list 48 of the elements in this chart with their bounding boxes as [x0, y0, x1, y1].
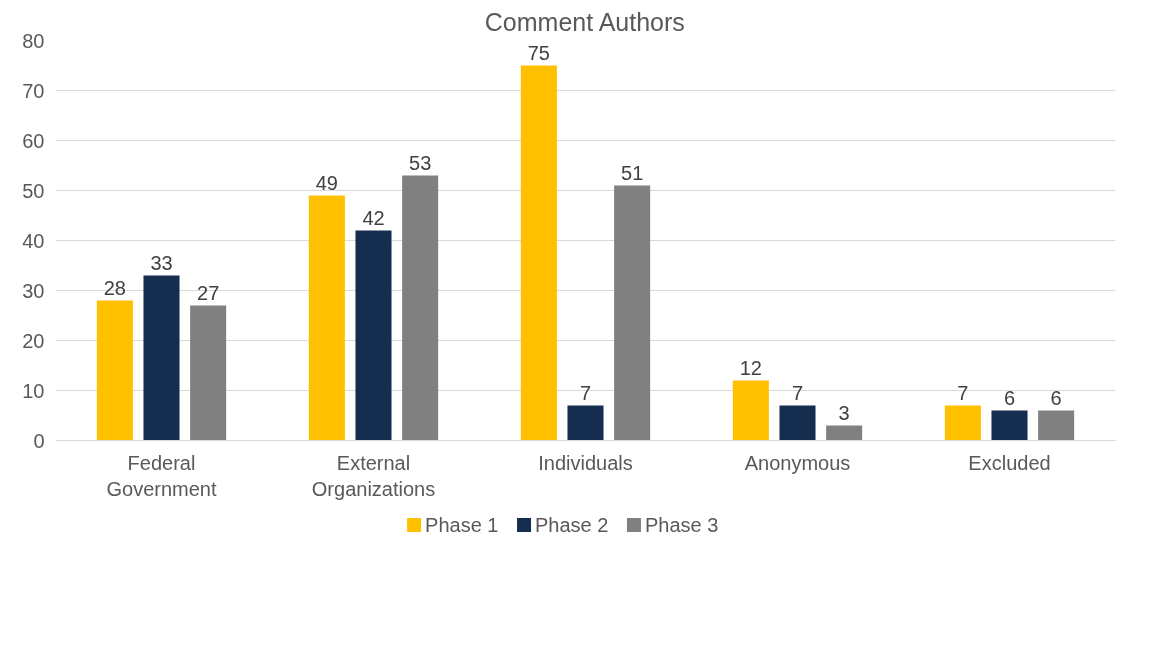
- data-label: 7: [579, 381, 592, 404]
- data-label: 28: [103, 276, 126, 299]
- y-tick-label: 70: [22, 79, 45, 102]
- bar: [190, 305, 227, 441]
- bar: [944, 405, 981, 441]
- data-label: 75: [527, 41, 550, 64]
- data-label: 51: [621, 161, 644, 184]
- legend-label: Phase 1: [425, 514, 499, 536]
- y-tick-label: 40: [22, 229, 45, 252]
- bar: [520, 65, 557, 441]
- bar: [402, 175, 439, 441]
- data-label: 27: [197, 281, 220, 304]
- data-label: 33: [150, 251, 173, 274]
- data-label: 53: [409, 151, 432, 174]
- x-tick-label: Federal Government: [106, 451, 217, 500]
- bar: [991, 410, 1028, 441]
- legend-label: Phase 3: [644, 514, 719, 536]
- data-label: 6: [1003, 386, 1016, 409]
- y-tick-label: 20: [22, 329, 45, 352]
- x-tick-label: Anonymous: [744, 451, 851, 474]
- data-label: 7: [791, 381, 804, 404]
- bar: [143, 275, 180, 441]
- data-label: 7: [957, 381, 969, 404]
- bar: [614, 185, 651, 441]
- x-tick-label: Excluded: [968, 451, 1051, 474]
- y-tick-label: 0: [33, 429, 45, 452]
- bar: [308, 195, 345, 441]
- y-tick-label: 80: [22, 29, 45, 52]
- bar: [732, 380, 769, 441]
- x-tick-label: Individuals: [538, 451, 633, 474]
- bar: [355, 230, 392, 441]
- bar: [826, 425, 863, 441]
- data-label: 49: [315, 171, 338, 194]
- y-tick-label: 50: [22, 179, 45, 202]
- y-tick-label: 60: [22, 129, 45, 152]
- y-tick-label: 10: [22, 379, 45, 402]
- bar: [779, 405, 816, 441]
- chart-title: Comment Authors: [484, 7, 685, 36]
- legend-label: Phase 2: [535, 514, 609, 536]
- y-tick-label: 30: [22, 279, 45, 302]
- bar: [96, 300, 133, 441]
- data-label: 6: [1050, 386, 1062, 409]
- data-label: 12: [739, 356, 762, 379]
- data-label: 42: [362, 206, 385, 229]
- x-tick-label: External Organizations: [311, 451, 436, 500]
- bar: [567, 405, 604, 441]
- bar: [1038, 410, 1075, 441]
- data-label: 3: [838, 401, 850, 424]
